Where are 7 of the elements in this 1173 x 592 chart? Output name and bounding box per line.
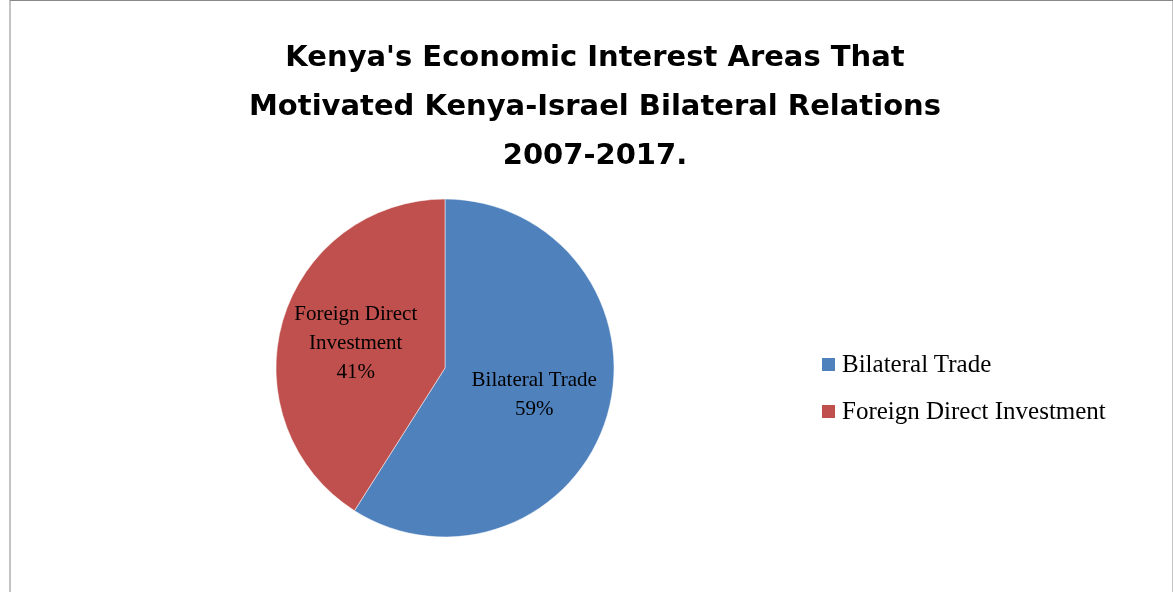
data-label: 59% <box>515 396 554 421</box>
legend-label: Bilateral Trade <box>842 350 992 377</box>
slice-label: Bilateral Trade <box>471 367 597 392</box>
chart-title: Kenya's Economic Interest Areas That Motivated Kenya-Israel Bilateral Relations 2007-2017. <box>249 39 941 171</box>
legend-label: Foreign Direct Investment <box>842 397 1106 424</box>
slice-label: Foreign Direct Investment <box>294 301 418 355</box>
data-label: 41% <box>336 359 375 384</box>
